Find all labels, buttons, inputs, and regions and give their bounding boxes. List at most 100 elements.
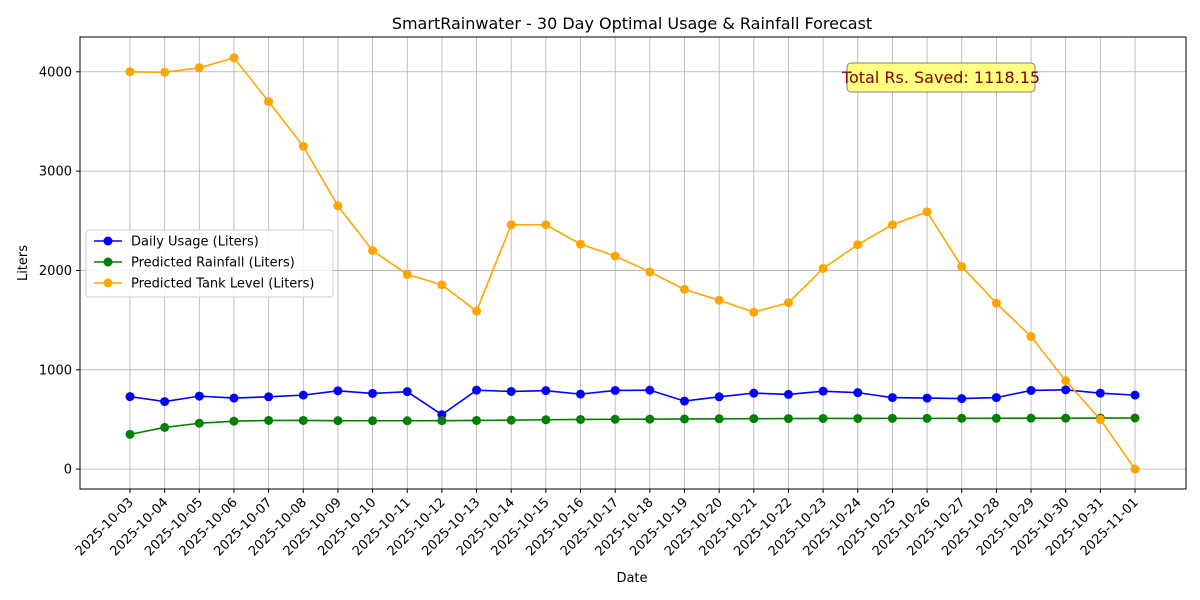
data-point — [887, 413, 897, 423]
data-point — [749, 388, 759, 398]
data-point — [749, 307, 759, 317]
data-point — [264, 97, 274, 107]
data-point — [229, 416, 239, 426]
legend-label: Daily Usage (Liters) — [131, 235, 259, 250]
data-point — [298, 141, 308, 151]
data-point — [368, 246, 378, 256]
data-point — [645, 385, 655, 395]
data-point — [506, 415, 516, 425]
data-point — [160, 422, 170, 432]
data-point — [645, 414, 655, 424]
legend-marker — [103, 278, 113, 288]
data-point — [645, 267, 655, 277]
x-axis-label: Date — [616, 571, 647, 586]
y-tick-label: 1000 — [39, 363, 72, 378]
data-point — [160, 67, 170, 77]
data-point — [541, 415, 551, 425]
data-point — [1061, 385, 1071, 395]
data-point — [1130, 464, 1140, 474]
data-point — [922, 207, 932, 217]
data-point — [1026, 413, 1036, 423]
legend: Daily Usage (Liters) Predicted Rainfall (… — [85, 229, 334, 298]
data-point — [1061, 376, 1071, 386]
data-point — [1061, 413, 1071, 423]
data-point — [749, 414, 759, 424]
data-point — [991, 393, 1001, 403]
y-tick-label: 2000 — [39, 264, 72, 279]
data-point — [853, 413, 863, 423]
data-point — [853, 240, 863, 250]
data-point — [887, 220, 897, 230]
data-point — [922, 393, 932, 403]
data-point — [194, 418, 204, 428]
data-point — [125, 392, 135, 402]
data-point — [714, 295, 724, 305]
data-point — [853, 388, 863, 398]
data-point — [472, 306, 482, 316]
data-point — [125, 67, 135, 77]
data-point — [576, 414, 586, 424]
data-point — [402, 269, 412, 279]
chart-title: SmartRainwater - 30 Day Optimal Usage & … — [392, 14, 872, 33]
series — [125, 413, 1140, 439]
data-point — [957, 261, 967, 271]
legend-marker — [103, 257, 113, 267]
plot-frame — [79, 36, 1187, 490]
data-point — [818, 413, 828, 423]
data-point — [229, 393, 239, 403]
data-point — [679, 284, 689, 294]
data-point — [125, 429, 135, 439]
data-point — [298, 390, 308, 400]
data-point — [437, 280, 447, 290]
data-point — [298, 415, 308, 425]
x-axis-ticks: 2025-10-032025-10-042025-10-052025-10-06… — [73, 489, 1142, 559]
data-point — [1130, 413, 1140, 423]
data-point — [229, 53, 239, 63]
y-tick-label: 4000 — [39, 65, 72, 80]
data-point — [1095, 414, 1105, 424]
data-point — [957, 413, 967, 423]
legend-label: Predicted Tank Level (Liters) — [131, 277, 314, 292]
series-line — [129, 417, 1136, 436]
data-point — [264, 415, 274, 425]
data-point — [991, 413, 1001, 423]
legend-label: Predicted Rainfall (Liters) — [131, 256, 295, 271]
data-point — [957, 394, 967, 404]
series-line — [129, 389, 1136, 416]
data-point — [610, 414, 620, 424]
savings-annotation-box — [846, 62, 1036, 93]
series-line — [129, 56, 1136, 470]
data-point — [887, 393, 897, 403]
y-axis-ticks: 0 1000 2000 3000 4000 — [39, 65, 80, 478]
data-point — [922, 413, 932, 423]
data-point — [194, 391, 204, 401]
data-point — [783, 298, 793, 308]
data-point — [610, 251, 620, 261]
data-point — [1095, 388, 1105, 398]
data-point — [506, 220, 516, 230]
y-axis-label: Liters — [16, 245, 31, 281]
data-point — [541, 386, 551, 396]
data-point — [368, 388, 378, 398]
series-group — [125, 53, 1140, 474]
data-point — [506, 386, 516, 396]
savings-annotation: Total Rs. Saved: 1118.15 — [841, 62, 1040, 93]
y-tick-label: 0 — [64, 463, 72, 478]
data-point — [264, 392, 274, 402]
data-point — [576, 239, 586, 249]
data-point — [541, 220, 551, 230]
legend-frame — [85, 229, 334, 298]
data-point — [333, 416, 343, 426]
y-tick-label: 3000 — [39, 165, 72, 180]
data-point — [437, 416, 447, 426]
data-point — [679, 396, 689, 406]
data-point — [991, 298, 1001, 308]
data-point — [333, 201, 343, 211]
series — [125, 385, 1140, 420]
data-point — [402, 387, 412, 397]
data-point — [1026, 332, 1036, 342]
data-point — [402, 416, 412, 426]
data-point — [818, 386, 828, 396]
data-point — [679, 414, 689, 424]
